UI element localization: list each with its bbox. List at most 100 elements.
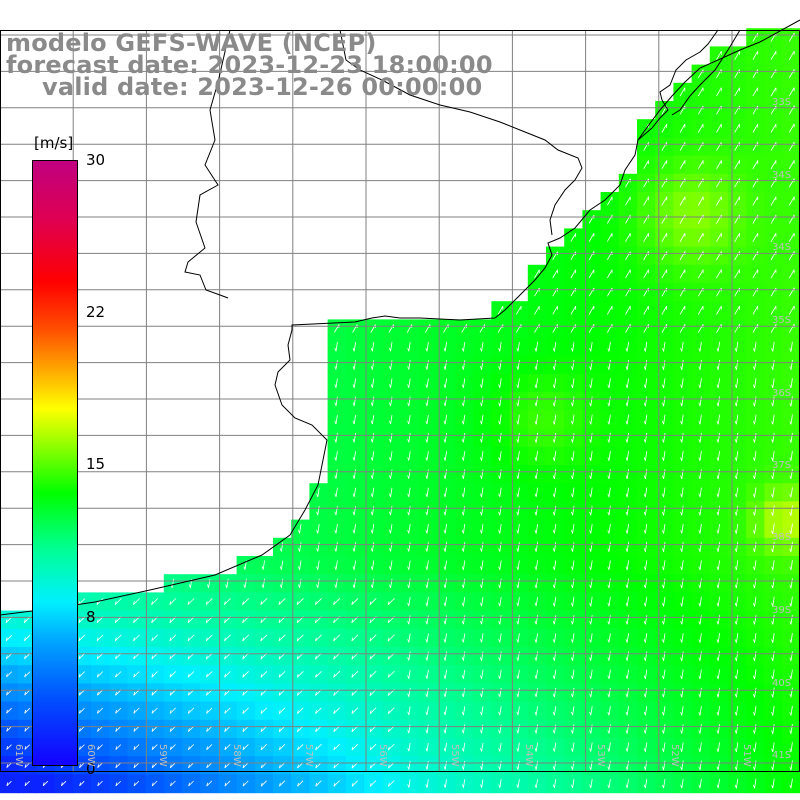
wind-arrow: [770, 251, 777, 261]
wind-speed-cell: [691, 246, 711, 266]
wind-arrow: [463, 523, 466, 534]
wind-arrow-head: [734, 675, 737, 680]
wind-arrow: [772, 614, 775, 625]
wind-arrow-head: [753, 766, 755, 771]
wind-speed-cell: [163, 719, 183, 739]
wind-arrow-head: [407, 638, 410, 643]
wind-speed-cell: [273, 719, 292, 739]
wind-arrow-head: [734, 475, 737, 480]
wind-speed-cell: [564, 283, 583, 302]
wind-arrow-head: [369, 692, 372, 696]
wind-arrow: [770, 51, 777, 60]
wind-arrow: [772, 432, 775, 443]
wind-arrow: [734, 324, 740, 333]
wind-speed-cell: [637, 192, 656, 211]
colorbar-unit: [m/s]: [34, 134, 74, 152]
wind-arrow: [353, 451, 356, 461]
wind-arrow: [699, 505, 702, 516]
wind-arrow: [681, 669, 684, 680]
wind-arrow: [481, 469, 484, 479]
wind-arrow-head: [698, 420, 701, 425]
wind-arrow-head: [461, 548, 464, 552]
wind-arrow-head: [480, 729, 482, 734]
wind-arrow: [625, 233, 631, 242]
wind-speed-cell: [327, 774, 347, 794]
wind-arrow: [697, 232, 704, 243]
wind-speed-cell: [218, 592, 238, 612]
wind-arrow-head: [78, 673, 81, 678]
wind-arrow-head: [789, 602, 792, 607]
wind-arrow: [369, 780, 377, 787]
wind-arrow-head: [425, 475, 428, 479]
wind-speed-cell: [200, 592, 219, 612]
wind-arrow: [736, 414, 739, 425]
wind-arrow-head: [369, 728, 372, 733]
wind-arrow-head: [571, 420, 573, 425]
wind-arrow-head: [24, 782, 27, 786]
wind-speed-cell: [618, 246, 638, 266]
wind-arrow: [790, 396, 793, 407]
wind-arrow-head: [151, 728, 154, 732]
wind-arrow: [788, 32, 795, 42]
wind-arrow-head: [316, 511, 319, 516]
wind-arrow-head: [643, 584, 646, 589]
wind-arrow: [790, 778, 793, 789]
wind-arrow: [679, 87, 686, 97]
wind-arrow: [554, 724, 557, 734]
wind-arrow-head: [6, 709, 8, 714]
wind-arrow-head: [753, 475, 755, 480]
wind-arrow: [788, 287, 795, 297]
wind-arrow-head: [407, 693, 410, 697]
wind-arrow-head: [5, 637, 8, 641]
wind-speed-cell: [200, 756, 219, 775]
wind-arrow: [388, 707, 395, 714]
wind-arrow-head: [680, 475, 683, 480]
wind-arrow: [770, 160, 777, 170]
wind-arrow-head: [753, 784, 755, 789]
wind-arrow-head: [607, 748, 610, 752]
wind-arrow-head: [78, 709, 81, 714]
wind-speed-cell: [382, 701, 401, 721]
wind-arrow-head: [625, 384, 628, 389]
wind-arrow-head: [753, 584, 755, 589]
wind-arrow: [408, 542, 411, 552]
wind-arrow-head: [5, 655, 8, 660]
wind-speed-cell: [600, 210, 620, 229]
wind-arrow: [353, 414, 356, 425]
wind-arrow: [554, 542, 557, 552]
wind-arrow: [772, 523, 775, 534]
wind-arrow: [6, 762, 12, 768]
wind-arrow: [499, 633, 502, 643]
wind-speed-cell: [254, 719, 274, 739]
wind-arrow: [115, 726, 122, 732]
wind-arrow: [663, 451, 666, 461]
lat-label-36s: 36S: [772, 388, 792, 399]
wind-arrow: [24, 744, 30, 750]
wind-arrow-head: [534, 639, 537, 643]
wind-speed-cell: [236, 647, 256, 666]
wind-arrow-head: [407, 620, 410, 625]
wind-arrow-head: [206, 764, 209, 769]
wind-arrow: [590, 633, 593, 643]
wind-arrow: [699, 378, 702, 388]
wind-arrow: [663, 360, 666, 370]
wind-arrow: [481, 360, 484, 370]
wind-arrow: [790, 687, 793, 698]
wind-speed-cell: [218, 610, 238, 630]
wind-speed-cell: [764, 101, 784, 120]
wind-arrow-head: [425, 402, 428, 407]
wind-arrow: [187, 634, 195, 642]
wind-arrow-head: [225, 584, 228, 588]
wind-arrow: [224, 634, 231, 642]
wind-arrow-head: [315, 691, 317, 696]
wind-arrow: [590, 414, 593, 425]
wind-arrow-head: [461, 566, 464, 570]
wind-speed-cell: [382, 719, 401, 739]
wind-arrow: [444, 396, 447, 407]
wind-arrow: [734, 123, 740, 133]
wind-arrow: [681, 360, 684, 370]
wind-arrow-head: [552, 420, 555, 425]
wind-arrow: [699, 742, 702, 752]
wind-arrow: [517, 724, 520, 734]
wind-speed-cell: [746, 137, 765, 157]
